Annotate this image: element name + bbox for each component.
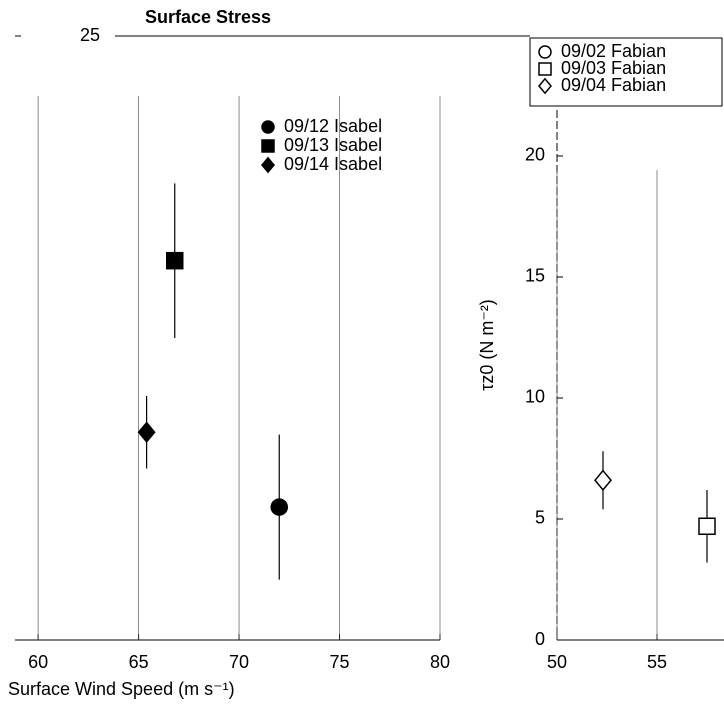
- y-tick-label: 25: [80, 25, 100, 45]
- legend-label: 09/14 Isabel: [284, 154, 382, 174]
- marker: [538, 77, 552, 95]
- marker: [261, 139, 275, 153]
- marker: [166, 251, 184, 270]
- marker: [594, 469, 612, 492]
- legend-label: 09/13 Isabel: [284, 135, 382, 155]
- y-tick-label: 15: [525, 266, 545, 286]
- legend-box: [529, 37, 723, 107]
- y-tick-label: 20: [525, 145, 545, 165]
- x-tick-label: 75: [330, 652, 350, 672]
- x-tick-label: 80: [430, 652, 450, 672]
- x-tick-label: 70: [229, 652, 249, 672]
- marker: [261, 120, 275, 134]
- x-tick-label: 60: [28, 652, 48, 672]
- legend-label: 09/02 Fabian: [561, 41, 666, 61]
- marker: [698, 517, 716, 536]
- x-tick-label: 50: [547, 652, 567, 672]
- legend-label: 09/04 Fabian: [561, 75, 666, 95]
- marker: [261, 156, 275, 174]
- x-tick-label: 55: [647, 652, 667, 672]
- y-axis-label: τz0 (N m⁻²): [477, 299, 497, 391]
- x-tick-label: 65: [129, 652, 149, 672]
- y-tick-label: 0: [535, 629, 545, 649]
- marker: [270, 498, 288, 516]
- x-axis-label: Surface Wind Speed (m s⁻¹): [8, 679, 235, 699]
- legend-label: 09/03 Fabian: [561, 58, 666, 78]
- marker: [137, 421, 156, 443]
- marker: [538, 62, 552, 76]
- legend-label: 09/12 Isabel: [284, 116, 382, 136]
- chart-title: Surface Stress: [145, 7, 271, 27]
- marker: [538, 45, 552, 59]
- y-tick-label: 10: [525, 387, 545, 407]
- y-tick-label: 5: [535, 508, 545, 528]
